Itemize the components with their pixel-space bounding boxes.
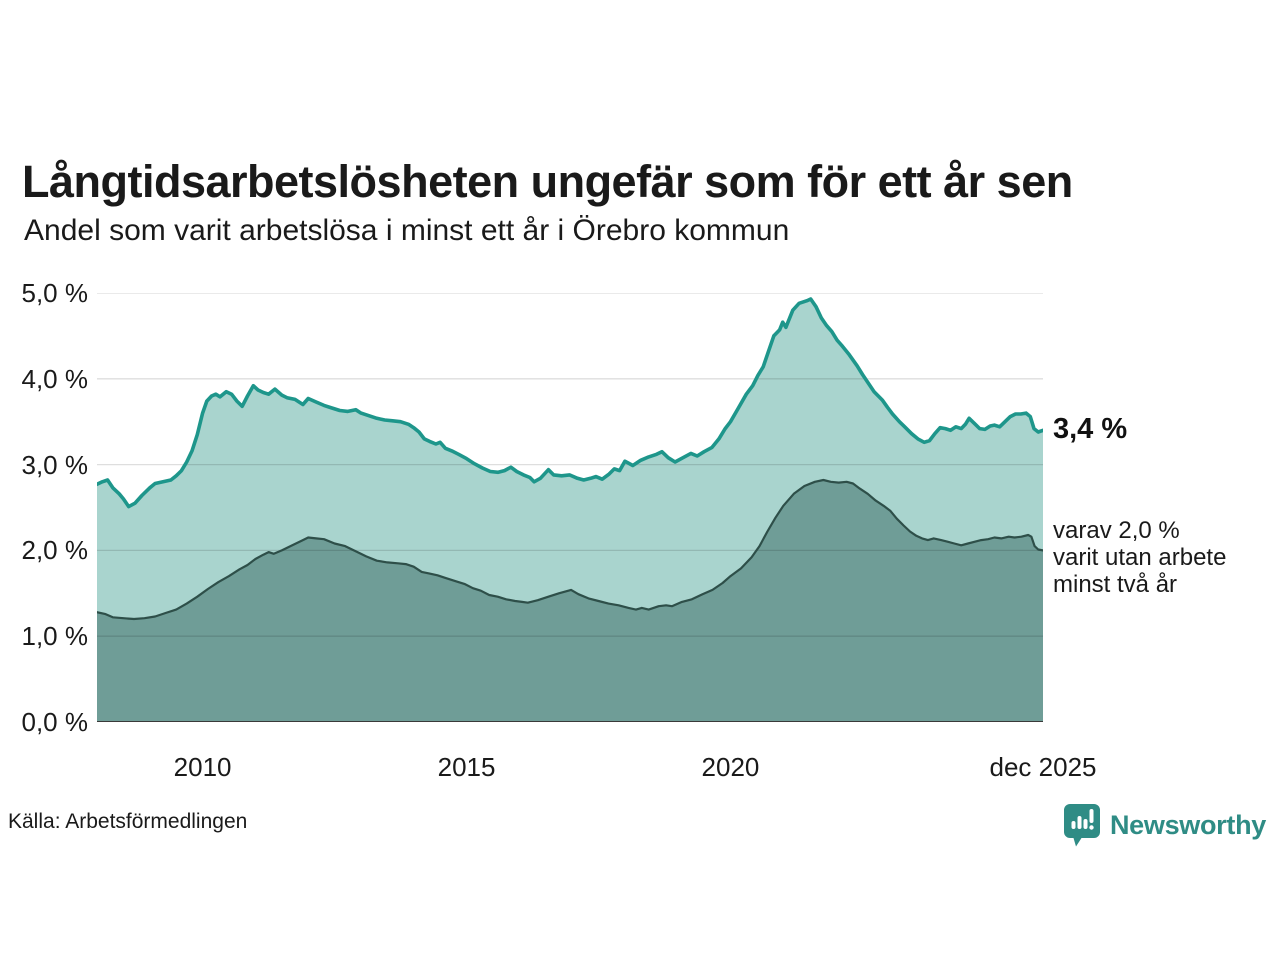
y-tick-label: 1,0 % [21, 621, 89, 652]
series-line-one-year [95, 297, 1045, 509]
newsworthy-bubble-chart-icon [1062, 802, 1102, 848]
note-annotation: varav 2,0 % varit utan arbete minst två … [1053, 517, 1226, 598]
note-line: minst två år [1053, 571, 1178, 599]
page-subtitle: Andel som varit arbetslösa i minst ett å… [24, 214, 790, 247]
note-line: varit utan arbete [1053, 544, 1227, 572]
y-tick-label: 4,0 % [21, 363, 89, 394]
brand-logo: Newsworthy [1062, 802, 1266, 848]
series-line-two-years [95, 478, 1045, 621]
y-tick-label: 3,0 % [21, 449, 89, 480]
y-tick-label: 2,0 % [21, 535, 89, 566]
x-tick-label: 2010 [173, 752, 232, 782]
latest-value-annotation: 3,4 % [1053, 413, 1128, 446]
x-tick-label: dec 2025 [989, 752, 1097, 782]
x-tick-label: 2015 [437, 752, 496, 782]
source-caption: Källa: Arbetsförmedlingen [8, 810, 248, 833]
page-title: Långtidsarbetslösheten ungefär som för e… [22, 156, 1073, 208]
chart-plot-area [95, 292, 1045, 723]
y-tick-label: 0,0 % [21, 707, 89, 737]
area-chart-canvas [95, 292, 1045, 723]
brand-wordmark: Newsworthy [1109, 809, 1266, 840]
x-tick-label: 2020 [701, 752, 760, 782]
note-line: varav 2,0 % [1053, 517, 1180, 545]
area-fill-two-years [97, 480, 1043, 722]
y-tick-label: 5,0 % [21, 278, 89, 308]
